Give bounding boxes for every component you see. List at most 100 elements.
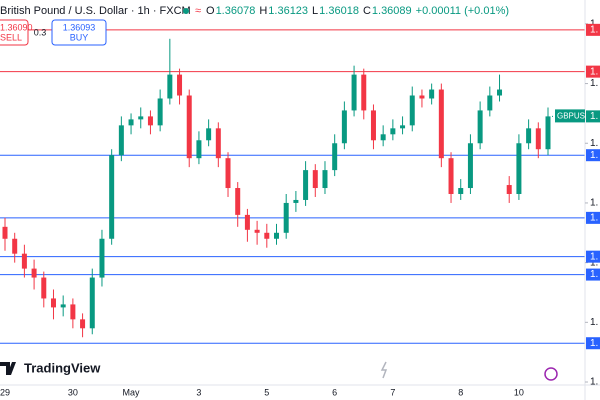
candle-body [167,74,173,99]
level-label-box [586,268,600,281]
price-change: +0.00011 (+0.01%) [416,5,509,17]
candle-body [370,110,376,141]
candle-body [535,128,541,150]
buy-button[interactable] [51,19,107,46]
candle-body [283,202,289,233]
candle-body [21,253,27,269]
candle-body [506,185,512,194]
candle-body [177,74,183,96]
level-label: 1. [590,269,598,280]
level-label-box [586,337,600,350]
candle-body [361,74,367,111]
price-label: 1. [590,111,598,122]
spread: 0.3 [34,27,47,37]
candle-body [80,319,86,329]
x-tick-label: 3 [196,387,201,397]
x-tick-label: 6 [332,387,337,397]
market-status-icon [183,8,189,14]
candle-body [312,170,318,189]
candle-body [341,110,347,144]
candle-body [458,188,464,194]
level-label: 1. [590,66,598,77]
candle-body [196,140,202,159]
candle-body [118,125,124,156]
candle-body [438,89,444,159]
candle-body [487,95,493,111]
x-tick-label: 10 [514,387,524,397]
ohlc-key: O [206,5,215,17]
y-tick-label: 1. [590,198,598,209]
chart-title: British Pound / U.S. Dollar · 1h · FXCM [0,5,191,17]
candle-body [70,304,76,320]
ohlc-key: H [259,5,267,17]
candle-body [2,226,8,239]
candle-body [448,158,454,194]
y-tick-label: 1. [590,78,598,89]
logo-icon [0,362,16,375]
x-tick-label: 8 [458,387,463,397]
ohlc-value: 1.36078 [216,5,256,17]
brand-logo: TradingView [0,360,101,375]
x-tick-label: 29 [0,387,10,397]
lightning-icon [380,361,388,379]
candle-body [89,277,95,329]
candle-body [419,95,425,99]
candle-body [303,170,309,200]
symbol-label-box [555,109,585,123]
candle-body [264,232,270,239]
ohlc-value: 1.36089 [372,5,412,17]
candle-body [186,95,192,159]
ohlc-key: L [312,5,318,17]
candle-body [31,268,37,278]
candle-body [12,238,18,254]
level-label-box [586,65,600,78]
level-label: 1. [590,24,598,35]
candle-body [380,134,386,141]
level-label-box [586,211,600,224]
sell-button[interactable] [0,19,29,46]
candle-body [138,116,144,120]
x-tick-label: 7 [390,387,395,397]
x-tick-label: May [123,387,141,397]
candle-body [60,304,66,308]
candle-body [254,229,260,233]
buy-label: BUY [70,32,89,42]
candle-body [235,188,241,215]
candle-body [109,155,115,239]
candle-body [545,116,551,150]
level-label: 1. [590,251,598,262]
candle-body [225,158,231,189]
replay-icon[interactable] [544,367,558,381]
candle-body [400,125,406,129]
candle-body [429,89,435,99]
buy-price: 1.36093 [63,22,96,32]
candle-body [390,128,396,135]
candle-body [322,170,328,189]
brand-name: TradingView [24,360,101,375]
level-label-box [586,250,600,263]
level-label-box [586,149,600,162]
candle-body [516,143,522,194]
candle-body [147,116,153,126]
plot-area [0,29,585,344]
candle-body [477,110,483,144]
candle-body [128,119,134,126]
candle-body [409,95,415,126]
candle-body [293,199,299,203]
ohlc-key: C [363,5,371,17]
candle-body [274,232,279,239]
level-label: 1. [590,338,598,349]
y-tick-label: 1. [590,317,598,328]
candle-body [526,128,532,144]
ohlc-value: 1.36123 [268,5,308,17]
candle-body [351,74,357,111]
candle-body [215,128,221,159]
x-tick-label: 30 [68,387,78,397]
price-label-box [586,110,600,123]
y-tick-label: 1. [590,377,598,388]
level-label-box [586,23,600,36]
sell-label: SELL [0,32,22,42]
level-label: 1. [590,150,598,161]
y-tick-label: 1. [590,138,598,149]
